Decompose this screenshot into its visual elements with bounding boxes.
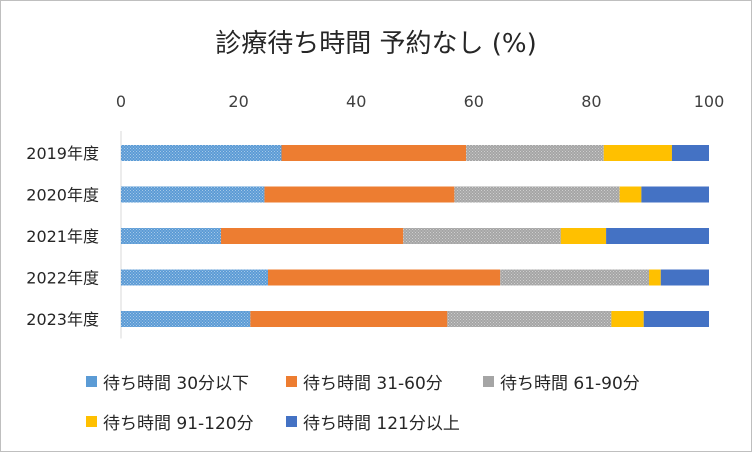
bar-segment bbox=[447, 311, 612, 327]
bar-segment bbox=[611, 311, 644, 327]
legend-item: 待ち時間 121分以上 bbox=[286, 409, 460, 434]
legend-swatch bbox=[86, 415, 97, 427]
legend-swatch bbox=[86, 375, 97, 387]
legend-label: 待ち時間 91-120分 bbox=[103, 413, 254, 434]
y-tick-label: 2019年度 bbox=[26, 144, 99, 163]
bar-segment bbox=[121, 186, 265, 203]
bar-segment bbox=[264, 186, 455, 203]
bar-segment bbox=[121, 145, 282, 161]
bar-segment bbox=[619, 186, 642, 203]
legend-label: 待ち時間 61-90分 bbox=[500, 373, 640, 394]
bar-segment bbox=[643, 311, 709, 327]
bar-segment bbox=[466, 145, 604, 161]
x-tick-label: 100 bbox=[694, 92, 725, 111]
x-tick-label: 60 bbox=[464, 92, 484, 111]
legend-swatch bbox=[286, 375, 297, 387]
chart-title: 診療待ち時間 予約なし (%) bbox=[215, 29, 537, 59]
bar-segment bbox=[403, 228, 561, 244]
y-tick-label: 2022年度 bbox=[26, 269, 99, 288]
bar-segment bbox=[606, 228, 709, 244]
x-tick-label: 20 bbox=[228, 92, 248, 111]
x-tick-label: 80 bbox=[581, 92, 601, 111]
x-tick-label: 40 bbox=[346, 92, 366, 111]
bar-segment bbox=[250, 311, 448, 327]
legend: 待ち時間 30分以下 待ち時間 31-60分 待ち時間 61-90分待ち時間 91-… bbox=[1, 361, 751, 441]
bar-segment bbox=[281, 145, 467, 161]
y-tick-label: 2023年度 bbox=[26, 310, 99, 329]
legend-item: 待ち時間 91-120分 bbox=[86, 409, 254, 434]
bar-segment bbox=[649, 269, 661, 286]
legend-label: 待ち時間 30分以下 bbox=[103, 373, 250, 394]
x-tick-label: 0 bbox=[116, 92, 126, 111]
legend-swatch bbox=[286, 415, 297, 427]
bar-segment bbox=[121, 269, 268, 286]
bar-segment bbox=[660, 269, 709, 286]
legend-label: 待ち時間 31-60分 bbox=[303, 373, 443, 394]
bar-segment bbox=[500, 269, 650, 286]
y-tick-label: 2021年度 bbox=[26, 227, 99, 246]
bar-segment bbox=[268, 269, 501, 286]
legend-label: 待ち時間 121分以上 bbox=[303, 413, 460, 434]
bar-segment bbox=[454, 186, 620, 203]
legend-item: 待ち時間 30分以下 bbox=[86, 369, 250, 394]
legend-item: 待ち時間 61-90分 bbox=[483, 369, 640, 394]
legend-swatch bbox=[483, 375, 494, 387]
legend-item: 待ち時間 31-60分 bbox=[286, 369, 443, 394]
plot-area: 0 20 40 60 80 100 2019年度 2020年度 2021年度 2022年度 2023… bbox=[26, 92, 725, 339]
bar-segment bbox=[220, 228, 404, 244]
y-tick-label: 2020年度 bbox=[26, 186, 99, 205]
bar-segment bbox=[603, 145, 672, 161]
bar-segment bbox=[121, 311, 251, 327]
bar-segment bbox=[641, 186, 709, 203]
bar-segment bbox=[560, 228, 607, 244]
bar-segment bbox=[121, 228, 221, 244]
bar-segment bbox=[671, 145, 709, 161]
